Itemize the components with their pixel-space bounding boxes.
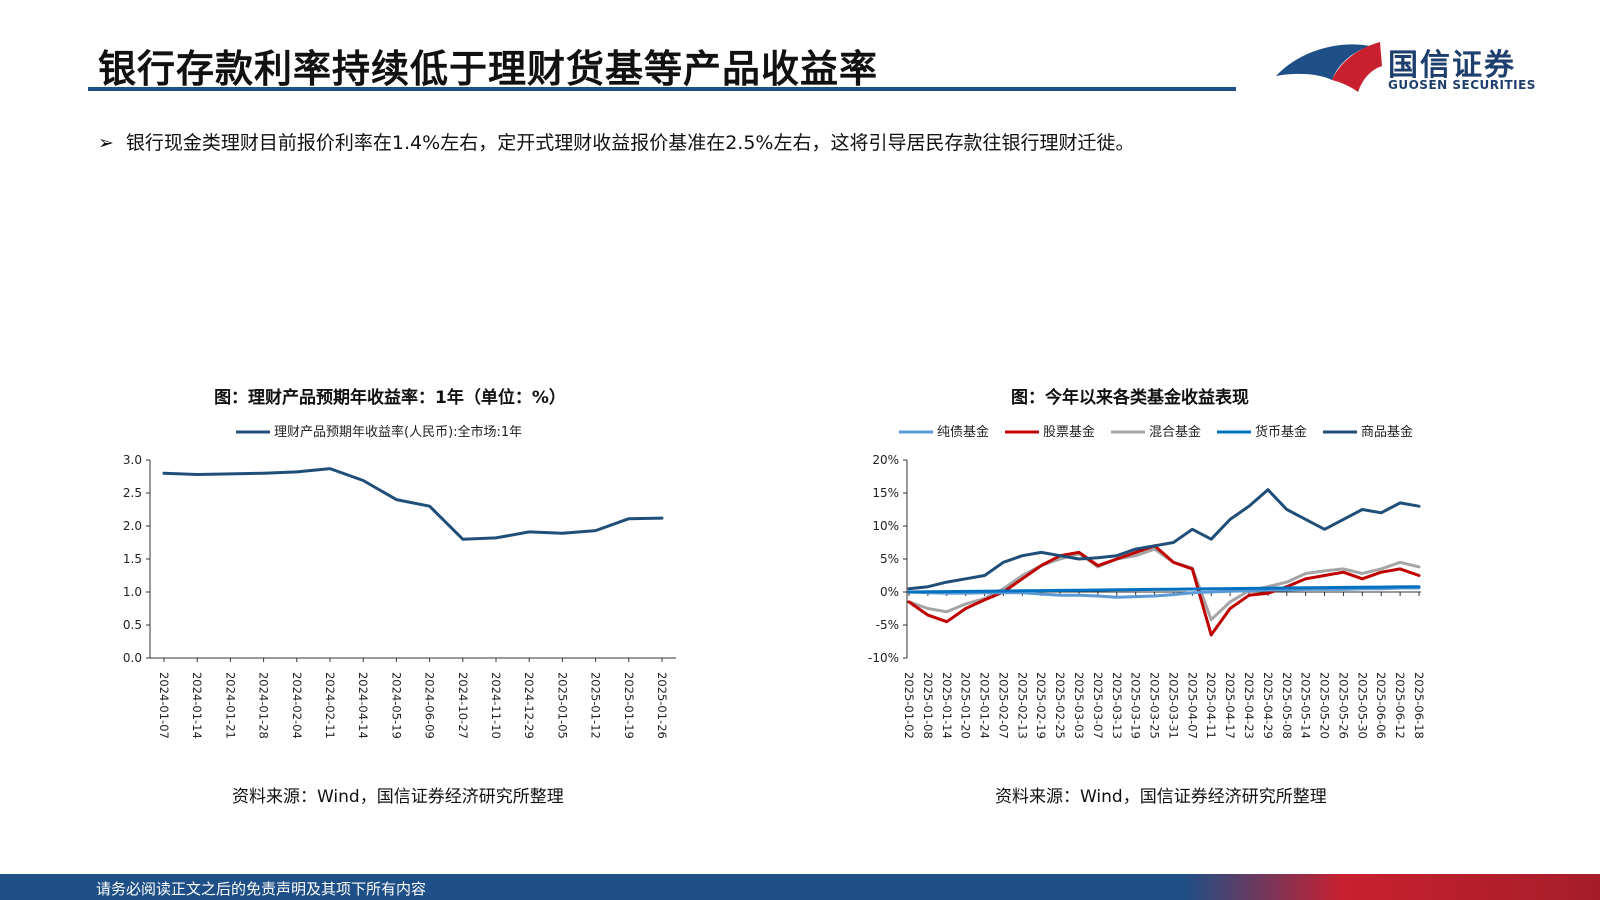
y-tick-label: 0%: [880, 585, 899, 599]
x-tick-label: 2025-03-19: [1129, 672, 1143, 739]
series-line-1: [907, 544, 1421, 637]
x-tick-label: 2024-02-11: [323, 672, 337, 739]
page-title: 银行存款利率持续低于理财货基等产品收益率: [98, 47, 879, 91]
y-tick-label: 1.0: [123, 585, 142, 599]
chart1-title: 图：理财产品预期年收益率：1年（单位：%）: [214, 388, 566, 408]
legend-label: 股票基金: [1043, 424, 1095, 440]
x-tick-label: 2025-04-29: [1261, 672, 1275, 739]
bullet-text: 银行现金类理财目前报价利率在1.4%左右，定开式理财收益报价基准在2.5%左右，…: [125, 132, 1135, 154]
x-tick-label: 2025-02-25: [1053, 672, 1067, 739]
title-underline: [88, 87, 1236, 91]
x-tick-label: 2025-01-08: [921, 672, 935, 739]
x-tick-label: 2025-04-23: [1242, 672, 1256, 739]
x-tick-label: 2025-04-11: [1204, 672, 1218, 739]
y-tick-label: 0.0: [123, 651, 142, 665]
y-tick-label: 10%: [872, 519, 899, 533]
bullet-arrow-icon: ➢: [98, 132, 114, 154]
x-tick-label: 2025-01-19: [622, 672, 636, 739]
x-tick-label: 2024-01-07: [157, 672, 171, 739]
x-tick-label: 2024-06-09: [423, 672, 437, 739]
x-tick-label: 2025-02-07: [996, 672, 1010, 739]
x-tick-label: 2025-04-17: [1223, 672, 1237, 739]
legend-label: 混合基金: [1149, 424, 1201, 440]
series-line-3: [907, 585, 1421, 594]
series-line-2: [907, 547, 1421, 622]
x-tick-label: 2024-01-28: [257, 672, 271, 739]
x-tick-label: 2025-04-07: [1185, 672, 1199, 739]
x-tick-label: 2025-01-24: [978, 672, 992, 739]
x-tick-label: 2024-02-04: [290, 672, 304, 739]
y-tick-label: 15%: [872, 486, 899, 500]
x-tick-label: 2025-03-31: [1166, 672, 1180, 739]
chart2-plot: 20% 15% 10% 5% 0% -5% -10%2025-01-02 2025-01-08…: [868, 424, 1426, 739]
x-tick-label: 2025-01-05: [555, 672, 569, 739]
y-tick-label: 20%: [872, 453, 899, 467]
x-tick-label: 2024-12-29: [522, 672, 536, 739]
y-tick-label: 3.0: [123, 453, 142, 467]
chart2-source: 资料来源：Wind，国信证券经济研究所整理: [995, 787, 1327, 807]
footer-bar: [0, 874, 1600, 900]
x-tick-label: 2024-11-10: [489, 672, 503, 739]
series-line-0: [907, 586, 1421, 599]
chart2-title: 图：今年以来各类基金收益表现: [1011, 388, 1249, 408]
guosen-logo-icon: [1276, 42, 1382, 92]
chart1-plot: 3.0 2.5 2.0 1.5 1.0 0.5 0.0 2024-01-07 2024-01-1…: [123, 424, 676, 739]
x-tick-label: 2024-01-14: [190, 672, 204, 739]
series-line-4: [907, 488, 1421, 591]
legend-label: 货币基金: [1255, 424, 1307, 440]
x-tick-label: 2025-05-14: [1299, 672, 1313, 739]
logo-text-en: GUOSEN SECURITIES: [1388, 78, 1536, 92]
x-tick-label: 2025-06-18: [1412, 672, 1426, 739]
x-tick-label: 2025-05-30: [1355, 672, 1369, 739]
x-tick-label: 2025-03-07: [1091, 672, 1105, 739]
y-tick-label: -5%: [876, 618, 899, 632]
x-tick-label: 2025-05-20: [1318, 672, 1332, 739]
x-tick-label: 2024-10-27: [456, 672, 470, 739]
x-tick-label: 2025-03-13: [1110, 672, 1124, 739]
x-tick-label: 2025-05-08: [1280, 672, 1294, 739]
y-tick-label: 2.5: [123, 486, 142, 500]
y-tick-label: 1.5: [123, 552, 142, 566]
x-tick-label: 2024-05-19: [389, 672, 403, 739]
y-tick-label: 2.0: [123, 519, 142, 533]
x-tick-label: 2025-06-12: [1393, 672, 1407, 739]
chart1-source: 资料来源：Wind，国信证券经济研究所整理: [232, 787, 564, 807]
logo-text-cn: 国信证券: [1388, 48, 1516, 83]
legend-label: 商品基金: [1361, 424, 1413, 440]
x-tick-label: 2025-03-25: [1148, 672, 1162, 739]
x-tick-label: 2025-01-14: [940, 672, 954, 739]
y-tick-label: 5%: [880, 552, 899, 566]
y-tick-label: -10%: [868, 651, 899, 665]
x-tick-label: 2025-02-13: [1015, 672, 1029, 739]
x-tick-label: 2024-04-14: [356, 672, 370, 739]
x-tick-label: 2025-03-03: [1072, 672, 1086, 739]
legend-label: 纯债基金: [937, 424, 989, 440]
x-tick-label: 2025-06-06: [1374, 672, 1388, 739]
x-tick-label: 2025-05-26: [1336, 672, 1350, 739]
x-tick-label: 2025-02-19: [1034, 672, 1048, 739]
y-tick-label: 0.5: [123, 618, 142, 632]
x-tick-label: 2025-01-02: [902, 672, 916, 739]
x-tick-label: 2025-01-12: [589, 672, 603, 739]
x-tick-label: 2025-01-20: [959, 672, 973, 739]
bullet-point: ➢ 银行现金类理财目前报价利率在1.4%左右，定开式理财收益报价基准在2.5%左右…: [98, 128, 1134, 155]
legend-label: 理财产品预期年收益率(人民币):全市场:1年: [274, 424, 522, 440]
x-tick-label: 2025-01-26: [655, 672, 669, 739]
x-tick-label: 2024-01-21: [223, 672, 237, 739]
footer-disclaimer: 请务必阅读正文之后的免责声明及其项下所有内容: [96, 880, 427, 898]
series-line-0: [162, 467, 664, 541]
